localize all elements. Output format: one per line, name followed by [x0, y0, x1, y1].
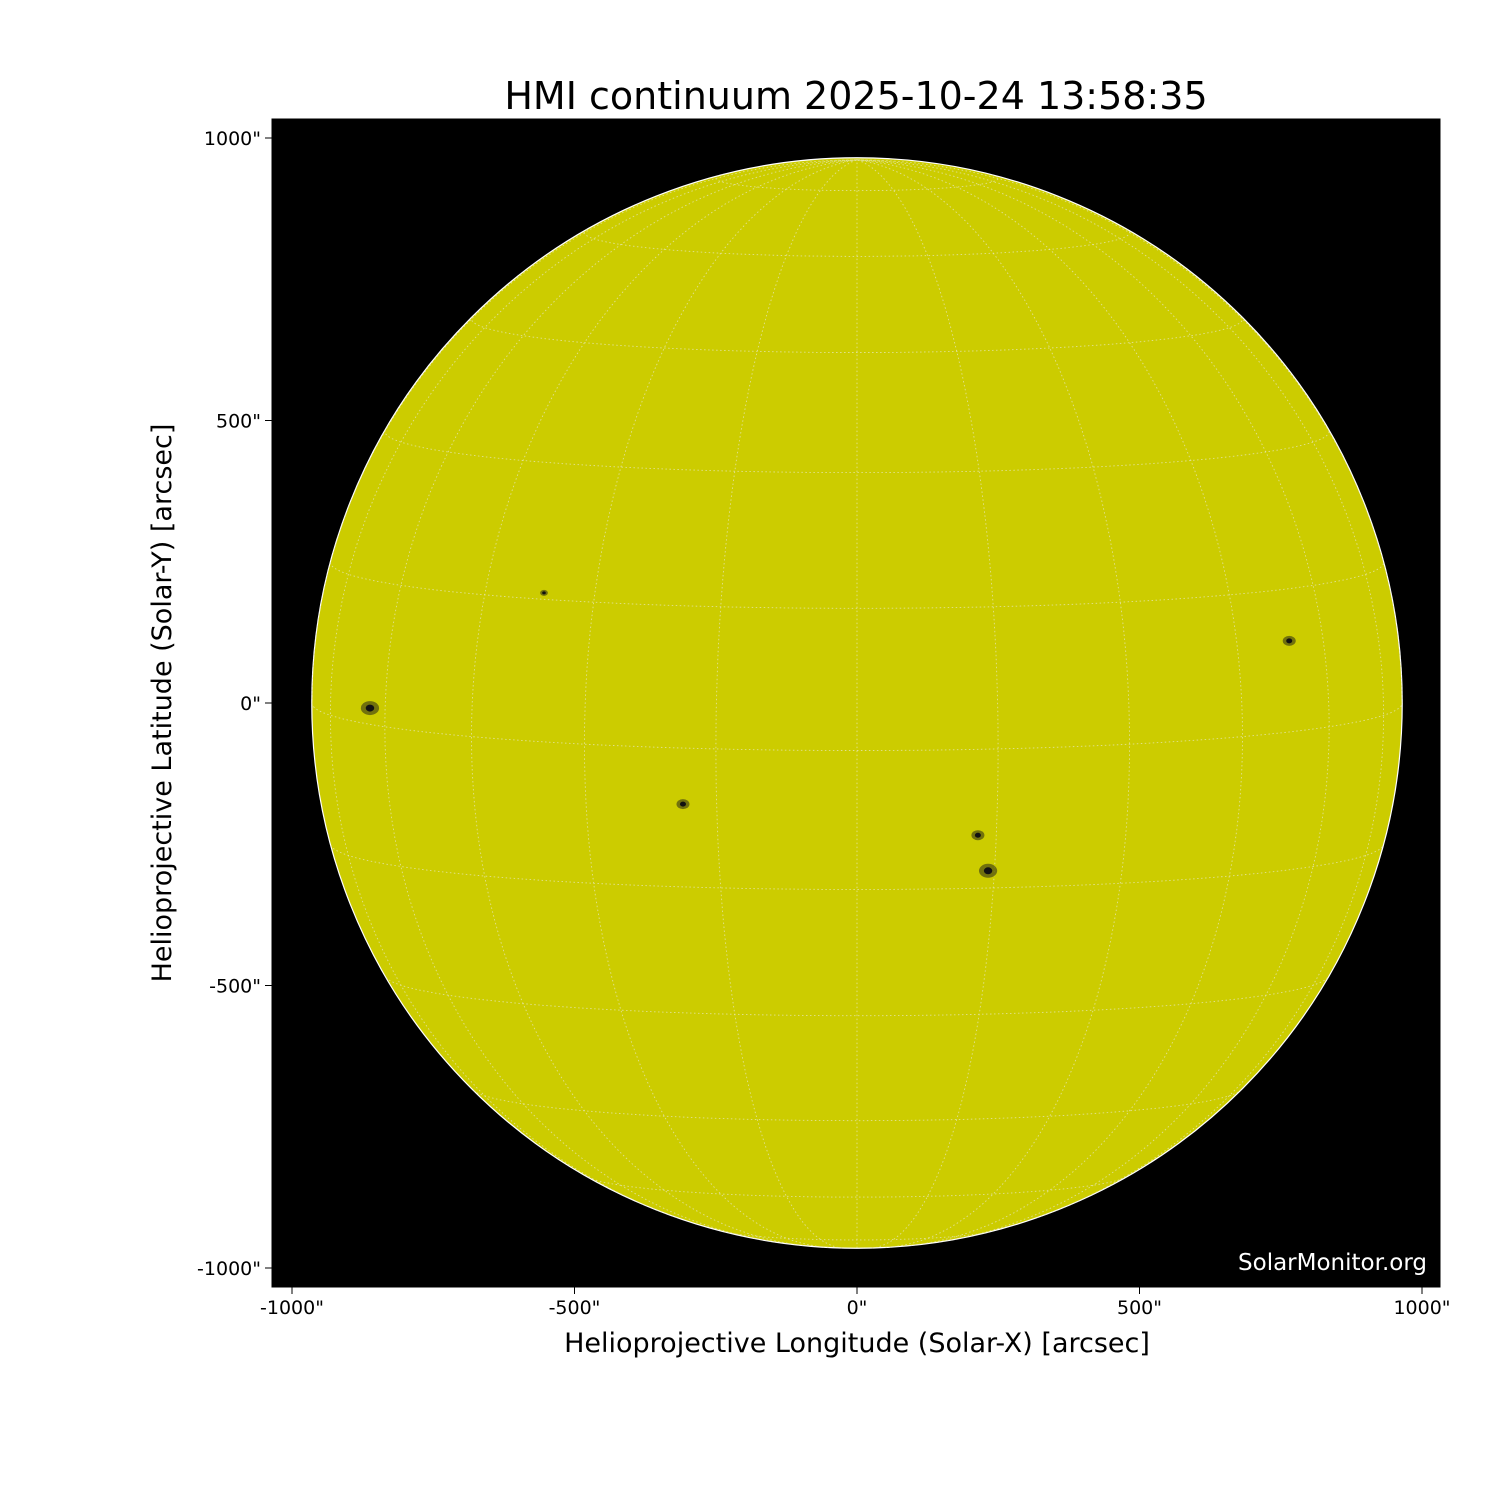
chart-title: HMI continuum 2025-10-24 13:58:35 [504, 74, 1208, 118]
longitude-gridline [471, 159, 858, 1246]
latitude-gridline [471, 316, 1243, 353]
y-tick-label: 500" [216, 411, 261, 433]
latitude-gridline [588, 1177, 1126, 1198]
sunspot-umbra [365, 704, 375, 712]
x-tick-label: 1000" [1393, 1297, 1450, 1319]
longitude-gridline [583, 159, 858, 1248]
credit-watermark: SolarMonitor.org [1238, 1250, 1427, 1276]
sunspot-umbra [974, 832, 981, 838]
x-tick-label: 500" [1117, 1297, 1162, 1319]
sunspot-umbra [542, 591, 546, 595]
latitude-gridline [329, 562, 1385, 609]
x-tick-label: -500" [549, 1297, 601, 1319]
latitude-gridline [715, 174, 999, 192]
longitude-gridline [856, 159, 1385, 1219]
longitude-gridline [329, 159, 858, 1219]
y-tick-label: 0" [240, 693, 261, 715]
x-axis-label: Helioprojective Longitude (Solar-X) [arc… [564, 1328, 1150, 1359]
latitude-gridline [384, 429, 1330, 474]
sunspot-umbra [983, 867, 993, 875]
y-tick-label: 1000" [204, 128, 261, 150]
x-tick-label: -1000" [260, 1297, 324, 1319]
sunspot-umbra [679, 801, 686, 807]
latitude-gridline [330, 844, 1384, 890]
y-axis-label: Helioprojective Latitude (Solar-Y) [arcs… [147, 424, 178, 983]
y-tick-label: -500" [209, 976, 261, 998]
x-tick-label: 0" [847, 1297, 868, 1319]
latitude-gridline [311, 702, 1403, 751]
longitude-gridline [311, 159, 858, 704]
sunspot-umbra [1286, 638, 1293, 644]
latitude-gridline [385, 977, 1329, 1017]
longitude-gridline [856, 159, 1131, 1248]
latitude-gridline [583, 228, 1131, 257]
longitude-gridline [856, 159, 1243, 1246]
longitude-gridline [856, 159, 1403, 704]
y-tick-label: -1000" [197, 1258, 261, 1280]
